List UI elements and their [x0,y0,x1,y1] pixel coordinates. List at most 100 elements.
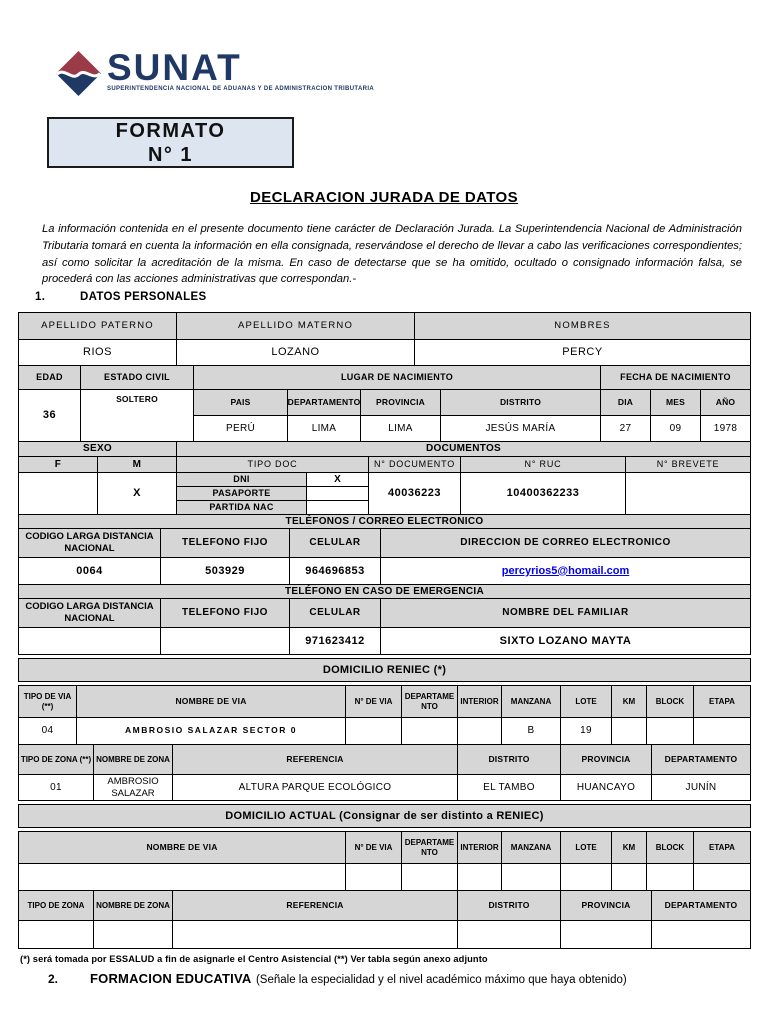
documentos-value-row: X DNI X PASAPORTE PARTIDA NAC 4003 [19,473,751,515]
header-cell: PROVINCIA [561,891,652,921]
reniec-via-value-row: 04 AMBROSIO SALAZAR SECTOR 0 B 19 [19,718,751,745]
header-cell: NOMBRE DE ZONA [94,745,173,775]
header-cell: CODIGO LARGA DISTANCIA NACIONAL [19,529,161,558]
header-cell: NOMBRE DE VIA [19,832,346,864]
header-cell: LOTE [561,686,612,718]
section-2-label: FORMACION EDUCATIVA [90,971,252,986]
header-cell: MES [651,390,701,416]
header-cell: REFERENCIA [173,745,458,775]
pasaporte-check-cell [307,487,368,500]
header-cell: NOMBRE DEL FAMILIAR [381,599,751,628]
header-cell: TIPO DE ZONA [19,891,94,921]
formato-box: FORMATO N° 1 [47,117,294,168]
actual-zona-value-row [19,921,751,949]
header-cell: TIPO DE VIA (**) [19,686,77,718]
sunat-tagline: SUPERINTENDENCIA NACIONAL DE ADUANAS Y D… [107,86,375,93]
telefonos-header-row: CODIGO LARGA DISTANCIA NACIONAL TELEFONO… [19,529,751,558]
tipo-doc-row: PASAPORTE [177,487,368,501]
header-cell: DISTRITO [458,745,561,775]
header-cell-m: M [98,457,177,473]
section-1-heading: 1. DATOS PERSONALES [35,291,206,303]
documentos-banner: DOCUMENTOS [177,442,751,457]
header-cell: N° DE VIA [346,832,402,864]
value-cell-n-documento: 40036223 [369,473,461,515]
header-cell: FECHA DE NACIMIENTO [601,366,751,390]
value-cell-block [647,718,694,745]
intro-paragraph: La información contenida en el presente … [42,223,742,286]
domicilio-reniec-banner: DOMICILIO RENIEC (*) [18,658,751,682]
header-cell: REFERENCIA [173,891,458,921]
value-cell [94,921,173,949]
domicilio-actual-banner: DOMICILIO ACTUAL (Consignar de ser disti… [18,804,751,828]
value-cell-distrito: JESÚS MARÍA [441,416,601,442]
value-cell-dia: 27 [601,416,651,442]
value-cell [502,864,561,891]
telefonos-banner: TELÉFONOS / CORREO ELECTRONICO [19,515,751,529]
actual-via-header-row: NOMBRE DE VIA N° DE VIA DEPARTAMENTO INT… [19,832,751,864]
value-cell-apellido-paterno: RIOS [19,340,177,366]
value-cell-nombre-via: AMBROSIO SALAZAR SECTOR 0 [77,718,346,745]
header-cell-f: F [19,457,98,473]
sexo-documentos-banner-row: SEXO DOCUMENTOS [19,442,751,457]
formato-line1: FORMATO [115,119,226,142]
value-cell-telefono-fijo: 503929 [161,558,290,585]
header-cell: DIRECCION DE CORREO ELECTRONICO [381,529,751,558]
value-cell-etapa [694,718,751,745]
header-cell: BLOCK [647,832,694,864]
personal-data-table: APELLIDO PATERNO APELLIDO MATERNO NOMBRE… [18,312,751,655]
header-cell: CELULAR [290,529,381,558]
actual-via-value-row [19,864,751,891]
email-cell: percyrios5@homail.com [381,558,751,585]
value-cell [402,864,458,891]
value-cell [458,864,502,891]
header-cell: INTERIOR [458,686,502,718]
header-cell: CELULAR [290,599,381,628]
header-cell: DEPARTAMENTO [652,745,751,775]
value-cell [561,864,612,891]
emergencia-banner: TELÉFONO EN CASO DE EMERGENCIA [19,585,751,599]
section-2-note: (Señale la especialidad y el nivel acadé… [255,974,627,986]
header-cell: INTERIOR [458,832,502,864]
value-cell-nombre-zona: AMBROSIO SALAZAR [94,775,173,801]
header-cell: NOMBRES [415,313,751,340]
sexo-banner: SEXO [19,442,177,457]
header-cell: PROVINCIA [561,745,652,775]
value-cell-n-brevete [626,473,751,515]
emergencia-value-row: 971623412 SIXTO LOZANO MAYTA [19,628,751,655]
header-cell: AÑO [701,390,751,416]
header-cell: N° DOCUMENTO [369,457,461,473]
header-cell: N° RUC [461,457,626,473]
section-1-label: DATOS PERSONALES [80,291,207,303]
header-cell: DIA [601,390,651,416]
value-cell [458,921,561,949]
value-cell-depa [402,718,458,745]
emergencia-header-row: CODIGO LARGA DISTANCIA NACIONAL TELEFONO… [19,599,751,628]
header-cell: EDAD [19,366,81,390]
value-cell-estado-civil: SOLTERO [81,390,194,442]
dni-check-cell: X [334,473,341,485]
doc-type-label: PASAPORTE [177,487,307,500]
value-cell-ano: 1978 [701,416,751,442]
header-cell: TIPO DE ZONA (**) [19,745,94,775]
value-cell [612,864,647,891]
header-cell: NOMBRE DE ZONA [94,891,173,921]
value-cell-celular-emerg: 971623412 [290,628,381,655]
tipo-doc-row: PARTIDA NAC [177,501,368,514]
header-cell: CODIGO LARGA DISTANCIA NACIONAL [19,599,161,628]
value-cell-apellido-materno: LOZANO [177,340,415,366]
value-cell [561,921,652,949]
header-cell: KM [612,686,647,718]
section-1-number: 1. [35,291,46,303]
header-cell: APELLIDO MATERNO [177,313,415,340]
value-cell-codigo-larga: 0064 [19,558,161,585]
doc-type-label: DNI [177,473,307,486]
header-cell: TIPO DOC [177,457,369,473]
value-cell-nombres: PERCY [415,340,751,366]
page-title: DECLARACION JURADA DE DATOS [249,189,519,206]
documentos-header-row: F M TIPO DOC N° DOCUMENTO N° RUC N° BREV… [19,457,751,473]
email-link[interactable]: percyrios5@homail.com [501,564,630,577]
header-cell: ETAPA [694,832,751,864]
header-cell: LOTE [561,832,612,864]
footnote: (*) será tomada por ESSALUD a fin de asi… [20,954,488,964]
